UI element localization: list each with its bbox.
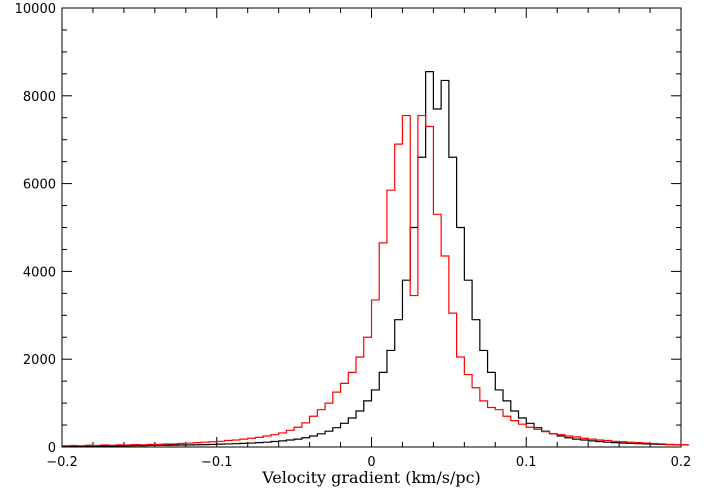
y-tick-label: 4000 <box>23 265 56 280</box>
y-tick-label: 8000 <box>23 90 56 105</box>
y-tick-label: 10000 <box>15 2 56 17</box>
x-tick-label: −0.2 <box>46 455 78 470</box>
x-tick-label: 0.2 <box>671 455 692 470</box>
axis-ticks <box>61 7 682 448</box>
y-tick-label: 2000 <box>23 353 56 368</box>
y-tick-label: 6000 <box>23 178 56 193</box>
plot-frame <box>61 7 682 448</box>
x-tick-label: −0.1 <box>201 455 233 470</box>
tick-labels: −0.2 −0.1 0 0.1 0.2 0 2000 4000 6000 8000 10000 <box>15 2 692 470</box>
y-tick-label: 0 <box>48 441 56 456</box>
histogram-series-1 <box>62 71 689 447</box>
x-tick-label: 0.1 <box>516 455 537 470</box>
histogram-series-2 <box>62 114 689 447</box>
x-axis-label: Velocity gradient (km/s/pc) <box>261 468 481 487</box>
x-tick-label: 0 <box>367 455 375 470</box>
series-layer <box>62 71 689 447</box>
